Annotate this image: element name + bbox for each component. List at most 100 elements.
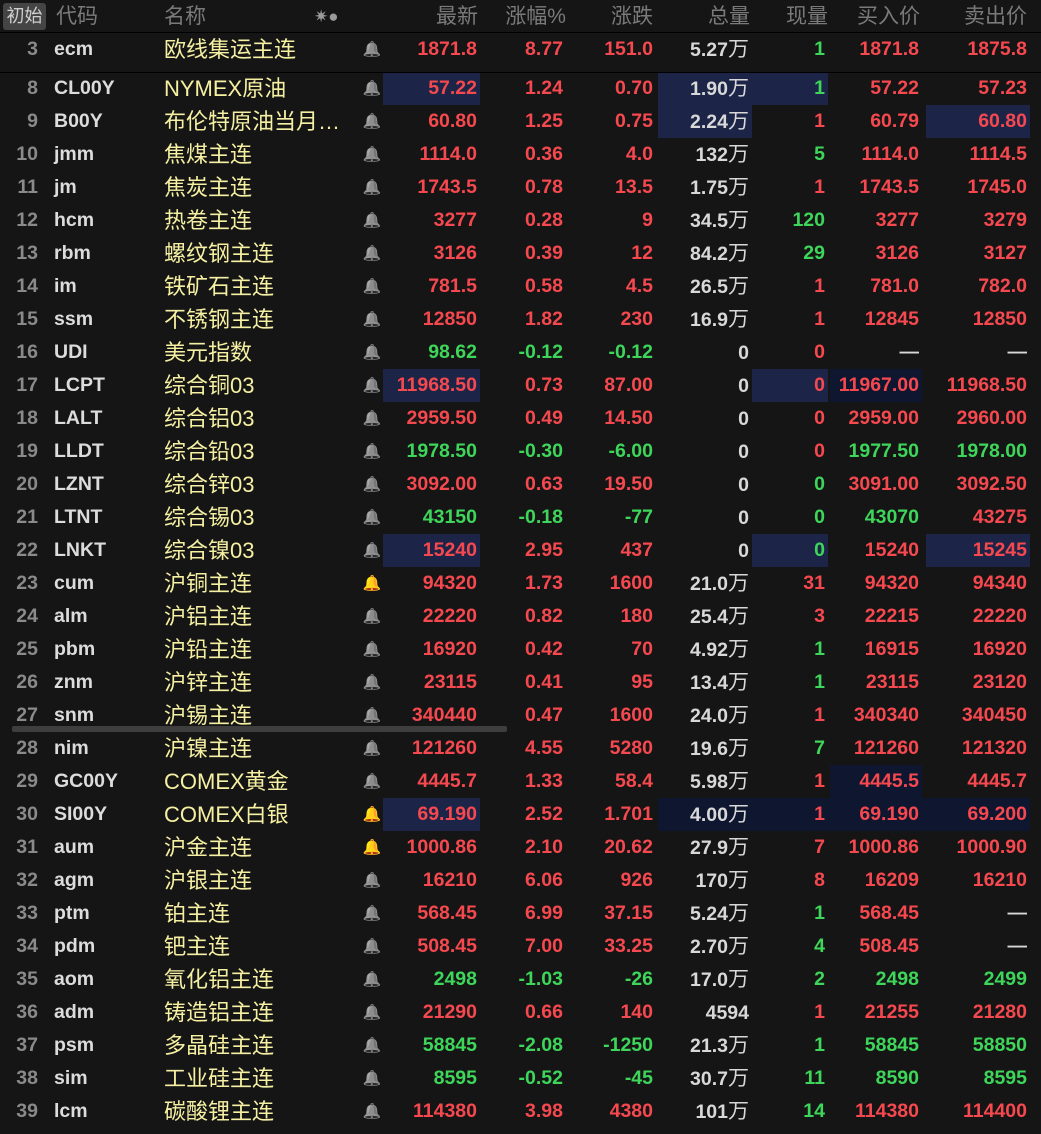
symbol-name[interactable]: 碳酸锂主连: [164, 1099, 275, 1124]
bell-icon[interactable]: 🔔: [362, 872, 382, 889]
bell-icon[interactable]: 🔔: [362, 113, 382, 130]
symbol-code[interactable]: aom: [54, 968, 95, 990]
table-row[interactable]: 9 B00Y 布伦特原油当月… 🔔 60.80 1.25 0.75 2.24万 1 60.79 60…: [0, 105, 1041, 138]
symbol-code[interactable]: im: [54, 275, 77, 297]
symbol-code[interactable]: jmm: [54, 143, 95, 165]
bell-icon[interactable]: 🔔: [362, 344, 382, 361]
symbol-code[interactable]: B00Y: [54, 110, 103, 132]
symbol-name[interactable]: 铸造铝主连: [164, 1000, 275, 1025]
symbol-name[interactable]: 欧线集运主连: [164, 37, 297, 62]
table-row[interactable]: 27 snm 沪锡主连 🔔 340440 0.47 1600 24.0万 1 340340 3404…: [0, 699, 1041, 732]
bell-icon[interactable]: 🔔: [362, 575, 382, 592]
bell-icon[interactable]: 🔔: [362, 410, 382, 427]
table-row[interactable]: 24 alm 沪铝主连 🔔 22220 0.82 180 25.4万 3 22215 22220: [0, 600, 1041, 633]
symbol-name[interactable]: 沪银主连: [164, 868, 253, 893]
symbol-name[interactable]: 沪锡主连: [164, 703, 253, 728]
table-row[interactable]: 19 LLDT 综合铅03 🔔 1978.50 -0.30 -6.00 0 0 1977.50 19…: [0, 435, 1041, 468]
table-row[interactable]: 25 pbm 沪铅主连 🔔 16920 0.42 70 4.92万 1 16915 16920: [0, 633, 1041, 666]
split-bar[interactable]: [12, 726, 507, 732]
column-header-bid[interactable]: 买入价: [857, 5, 920, 28]
bell-icon[interactable]: 🔔: [362, 377, 382, 394]
table-row[interactable]: 18 LALT 综合铝03 🔔 2959.50 0.49 14.50 0 0 2959.00 296…: [0, 402, 1041, 435]
symbol-name[interactable]: COMEX黄金: [164, 769, 289, 794]
bell-icon[interactable]: 🔔: [362, 806, 382, 823]
symbol-code[interactable]: SI00Y: [54, 803, 108, 825]
symbol-code[interactable]: LNKT: [54, 539, 106, 561]
bell-icon[interactable]: 🔔: [362, 41, 382, 58]
symbol-code[interactable]: aum: [54, 836, 95, 858]
symbol-code[interactable]: LLDT: [54, 440, 104, 462]
table-row[interactable]: 15 ssm 不锈钢主连 🔔 12850 1.82 230 16.9万 1 12845 12850: [0, 303, 1041, 336]
bell-icon[interactable]: 🔔: [362, 707, 382, 724]
symbol-code[interactable]: GC00Y: [54, 770, 118, 792]
symbol-code[interactable]: LALT: [54, 407, 103, 429]
symbol-name[interactable]: 综合铝03: [164, 406, 255, 431]
symbol-code[interactable]: alm: [54, 605, 88, 627]
table-row[interactable]: 28 nim 沪镍主连 🔔 121260 4.55 5280 19.6万 7 121260 1213…: [0, 732, 1041, 765]
column-header-code[interactable]: 代码: [56, 5, 98, 28]
column-header-change[interactable]: 涨跌: [611, 5, 653, 28]
bell-icon[interactable]: 🔔: [362, 971, 382, 988]
symbol-name[interactable]: 铂主连: [164, 901, 231, 926]
bell-icon[interactable]: 🔔: [362, 80, 382, 97]
symbol-code[interactable]: LCPT: [54, 374, 105, 396]
symbol-name[interactable]: 焦炭主连: [164, 175, 253, 200]
symbol-name[interactable]: COMEX白银: [164, 802, 289, 827]
table-row[interactable]: 17 LCPT 综合铜03 🔔 11968.50 0.73 87.00 0 0 11967.00 1…: [0, 369, 1041, 402]
symbol-code[interactable]: lcm: [54, 1100, 88, 1122]
table-row[interactable]: 3 ecm 欧线集运主连 🔔 1871.8 8.77 151.0 5.27万 1 1871.8 18…: [0, 33, 1041, 66]
symbol-code[interactable]: agm: [54, 869, 95, 891]
symbol-code[interactable]: sim: [54, 1067, 88, 1089]
symbol-code[interactable]: snm: [54, 704, 95, 726]
symbol-code[interactable]: ecm: [54, 38, 94, 60]
table-row[interactable]: 30 SI00Y COMEX白银 🔔 69.190 2.52 1.701 4.00万 1 69.1…: [0, 798, 1041, 831]
bell-icon[interactable]: 🔔: [362, 311, 382, 328]
table-row[interactable]: 12 hcm 热卷主连 🔔 3277 0.28 9 34.5万 120 3277 3279: [0, 204, 1041, 237]
bell-icon[interactable]: 🔔: [362, 146, 382, 163]
symbol-code[interactable]: psm: [54, 1034, 95, 1056]
symbol-name[interactable]: 沪铜主连: [164, 571, 253, 596]
table-row[interactable]: 32 agm 沪银主连 🔔 16210 6.06 926 170万 8 16209 16210: [0, 864, 1041, 897]
table-row[interactable]: 29 GC00Y COMEX黄金 🔔 4445.7 1.33 58.4 5.98万 1 4445.…: [0, 765, 1041, 798]
symbol-code[interactable]: znm: [54, 671, 93, 693]
reset-button[interactable]: 初始: [3, 3, 46, 30]
symbol-code[interactable]: cum: [54, 572, 95, 594]
symbol-name[interactable]: 布伦特原油当月…: [164, 109, 341, 134]
column-header-ask[interactable]: 卖出价: [964, 5, 1027, 28]
symbol-name[interactable]: 美元指数: [164, 340, 253, 365]
column-header-alert-icons[interactable]: ✷●: [314, 7, 339, 26]
symbol-code[interactable]: hcm: [54, 209, 95, 231]
bell-icon[interactable]: 🔔: [362, 443, 382, 460]
symbol-name[interactable]: 沪镍主连: [164, 736, 253, 761]
table-row[interactable]: 37 psm 多晶硅主连 🔔 58845 -2.08 -1250 21.3万 1 58845 588…: [0, 1029, 1041, 1062]
symbol-name[interactable]: 综合镍03: [164, 538, 255, 563]
symbol-name[interactable]: 钯主连: [164, 934, 231, 959]
bell-icon[interactable]: 🔔: [362, 509, 382, 526]
symbol-name[interactable]: 工业硅主连: [164, 1066, 275, 1091]
bell-icon[interactable]: 🔔: [362, 1070, 382, 1087]
bell-icon[interactable]: 🔔: [362, 905, 382, 922]
symbol-code[interactable]: adm: [54, 1001, 95, 1023]
bell-icon[interactable]: 🔔: [362, 1103, 382, 1120]
table-row[interactable]: 20 LZNT 综合锌03 🔔 3092.00 0.63 19.50 0 0 3091.00 309…: [0, 468, 1041, 501]
table-row[interactable]: 13 rbm 螺纹钢主连 🔔 3126 0.39 12 84.2万 29 3126 3127: [0, 237, 1041, 270]
column-header-pct[interactable]: 涨幅%: [505, 5, 566, 28]
table-row[interactable]: 11 jm 焦炭主连 🔔 1743.5 0.78 13.5 1.75万 1 1743.5 1745.…: [0, 171, 1041, 204]
symbol-code[interactable]: ssm: [54, 308, 94, 330]
symbol-name[interactable]: 氧化铝主连: [164, 967, 275, 992]
symbol-name[interactable]: 螺纹钢主连: [164, 241, 275, 266]
symbol-name[interactable]: 热卷主连: [164, 208, 253, 233]
bell-icon[interactable]: 🔔: [362, 773, 382, 790]
bell-icon[interactable]: 🔔: [362, 212, 382, 229]
column-header-name[interactable]: 名称: [164, 5, 206, 28]
bell-icon[interactable]: 🔔: [362, 839, 382, 856]
table-row[interactable]: 38 sim 工业硅主连 🔔 8595 -0.52 -45 30.7万 11 8590 8595: [0, 1062, 1041, 1095]
table-row[interactable]: 39 lcm 碳酸锂主连 🔔 114380 3.98 4380 101万 14 114380 114…: [0, 1095, 1041, 1128]
symbol-name[interactable]: 铁矿石主连: [164, 274, 275, 299]
bell-icon[interactable]: 🔔: [362, 608, 382, 625]
table-row[interactable]: 36 adm 铸造铝主连 🔔 21290 0.66 140 4594 1 21255 21280: [0, 996, 1041, 1029]
symbol-name[interactable]: 沪铅主连: [164, 637, 253, 662]
symbol-code[interactable]: jm: [54, 176, 77, 198]
bell-icon[interactable]: 🔔: [362, 245, 382, 262]
bell-icon[interactable]: 🔔: [362, 938, 382, 955]
